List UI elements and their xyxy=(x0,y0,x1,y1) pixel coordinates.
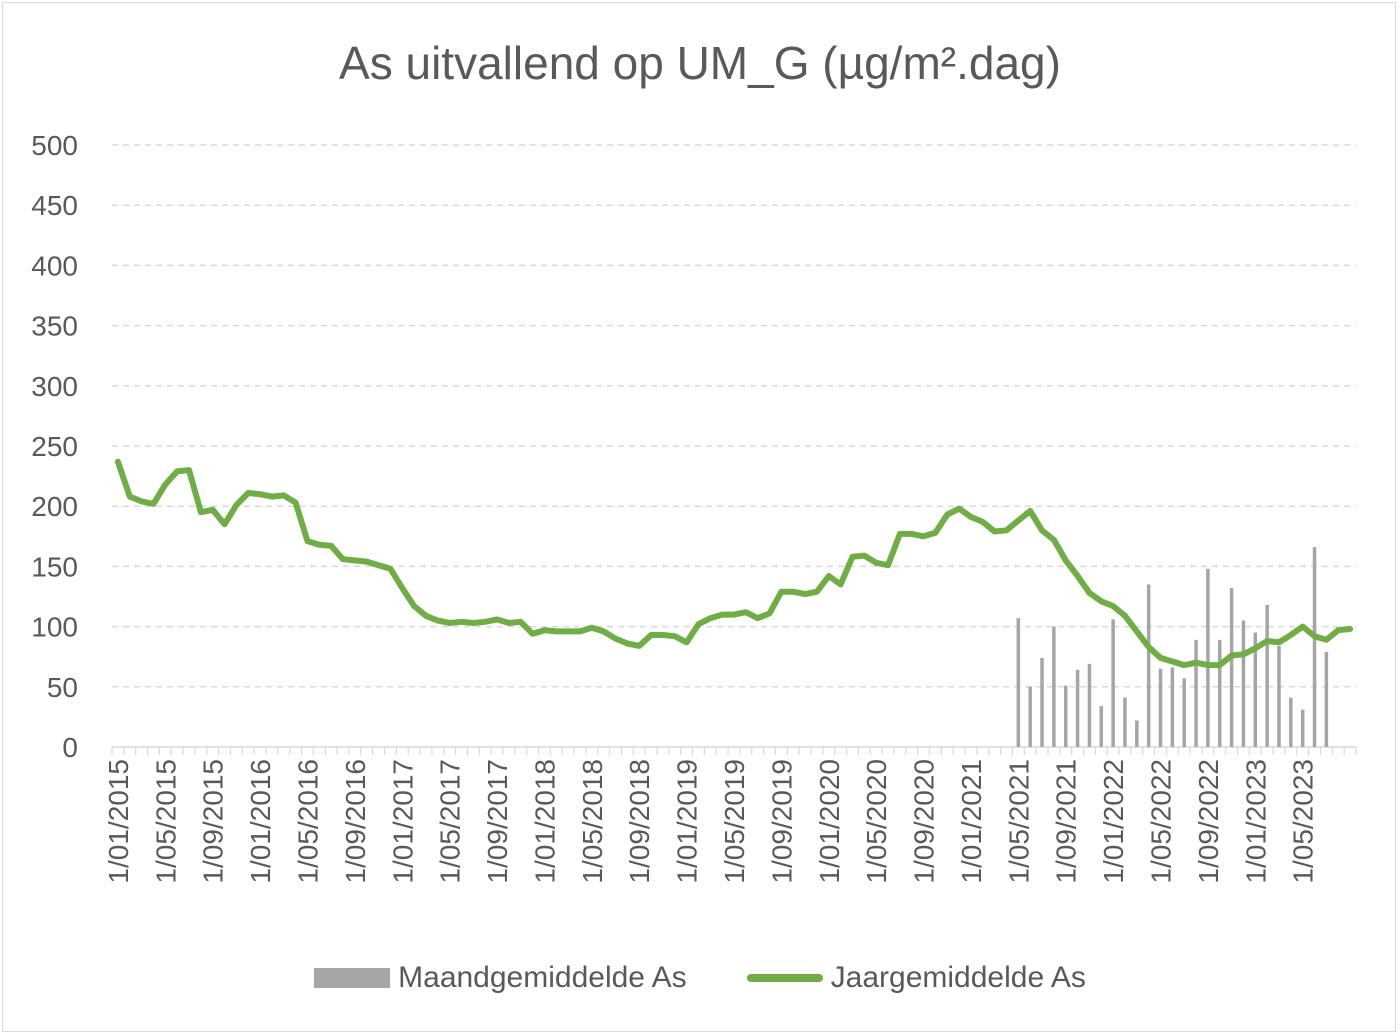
bar-monthly xyxy=(1075,669,1080,747)
x-tick-label: 1/01/2015 xyxy=(103,759,134,884)
x-tick-label: 1/05/2015 xyxy=(150,759,181,884)
bar-monthly xyxy=(1324,651,1329,747)
bar-monthly xyxy=(1123,697,1127,747)
bar-monthly xyxy=(1087,663,1092,747)
x-tick-label: 1/09/2017 xyxy=(482,759,513,884)
y-tick-label: 150 xyxy=(31,551,78,582)
bar-monthly xyxy=(1312,547,1317,747)
y-tick-label: 350 xyxy=(31,311,78,342)
x-tick-label: 1/01/2022 xyxy=(1098,759,1129,884)
x-tick-label: 1/05/2019 xyxy=(719,759,750,884)
x-tick-label: 1/09/2022 xyxy=(1193,759,1224,884)
legend-swatch-yearly xyxy=(746,974,823,982)
y-tick-label: 500 xyxy=(31,130,78,161)
y-tick-label: 400 xyxy=(31,250,78,281)
bar-monthly xyxy=(1289,697,1293,747)
bar-monthly xyxy=(1277,645,1281,747)
x-tick-label: 1/01/2017 xyxy=(387,759,418,884)
x-tick-label: 1/05/2017 xyxy=(435,759,466,884)
x-tick-label: 1/09/2020 xyxy=(909,759,940,884)
bar-monthly xyxy=(1040,657,1044,747)
x-tick-label: 1/05/2020 xyxy=(861,759,892,884)
legend-label-monthly: Maandgemiddelde As xyxy=(398,961,687,994)
legend-swatch-monthly xyxy=(314,968,391,988)
chart-title: As uitvallend op UM_G (µg/m².dag) xyxy=(339,37,1061,89)
x-tick-label: 1/09/2021 xyxy=(1051,759,1082,884)
x-tick-label: 1/05/2021 xyxy=(1003,759,1034,884)
bar-monthly xyxy=(1135,720,1139,747)
x-tick-label: 1/09/2016 xyxy=(340,759,371,884)
x-tick-label: 1/09/2019 xyxy=(766,759,797,884)
line-yearly xyxy=(114,458,1354,669)
x-tick-label: 1/05/2022 xyxy=(1146,759,1177,884)
bar-monthly xyxy=(1218,639,1222,747)
bar-monthly xyxy=(1099,706,1104,747)
bar-monthly xyxy=(1016,618,1021,747)
x-tick-label: 1/01/2018 xyxy=(529,759,560,884)
x-tick-label: 1/09/2015 xyxy=(198,759,229,884)
x-tick-label: 1/01/2016 xyxy=(245,759,276,884)
legend-label-yearly: Jaargemiddelde As xyxy=(830,961,1086,994)
legend-item-monthly: Maandgemiddelde As xyxy=(314,961,687,995)
y-tick-label: 300 xyxy=(31,371,78,402)
bar-monthly xyxy=(1253,632,1258,747)
y-tick-label: 450 xyxy=(31,190,78,221)
bar-monthly xyxy=(1170,667,1175,747)
y-tick-label: 200 xyxy=(31,491,78,522)
x-tick-label: 1/05/2023 xyxy=(1288,759,1319,884)
y-tick-label: 250 xyxy=(31,431,78,462)
bar-monthly xyxy=(1194,639,1198,747)
bar-monthly xyxy=(1229,588,1234,747)
x-tick-label: 1/05/2016 xyxy=(292,759,323,884)
bar-monthly xyxy=(1146,584,1151,747)
bar-monthly xyxy=(1028,686,1032,747)
bar-monthly xyxy=(1063,685,1068,747)
bar-monthly xyxy=(1241,620,1246,747)
x-tick-label: 1/01/2021 xyxy=(956,759,987,884)
bar-monthly xyxy=(1206,568,1210,747)
bar-monthly xyxy=(1111,619,1115,747)
bar-monthly xyxy=(1158,668,1163,747)
x-tick-label: 1/09/2018 xyxy=(624,759,655,884)
bar-monthly xyxy=(1182,678,1186,747)
chart-legend: Maandgemiddelde As Jaargemiddelde As xyxy=(0,958,1400,998)
y-tick-label: 100 xyxy=(31,612,78,643)
x-tick-label: 1/01/2023 xyxy=(1240,759,1271,884)
y-tick-label: 0 xyxy=(62,732,78,763)
y-tick-label: 50 xyxy=(47,672,78,703)
bar-monthly xyxy=(1265,604,1269,747)
x-tick-label: 1/01/2019 xyxy=(672,759,703,884)
x-tick-label: 1/01/2020 xyxy=(814,759,845,884)
legend-item-yearly: Jaargemiddelde As xyxy=(746,961,1086,995)
x-tick-label: 1/05/2018 xyxy=(577,759,608,884)
bar-monthly xyxy=(1300,709,1305,747)
bar-monthly xyxy=(1052,626,1056,747)
